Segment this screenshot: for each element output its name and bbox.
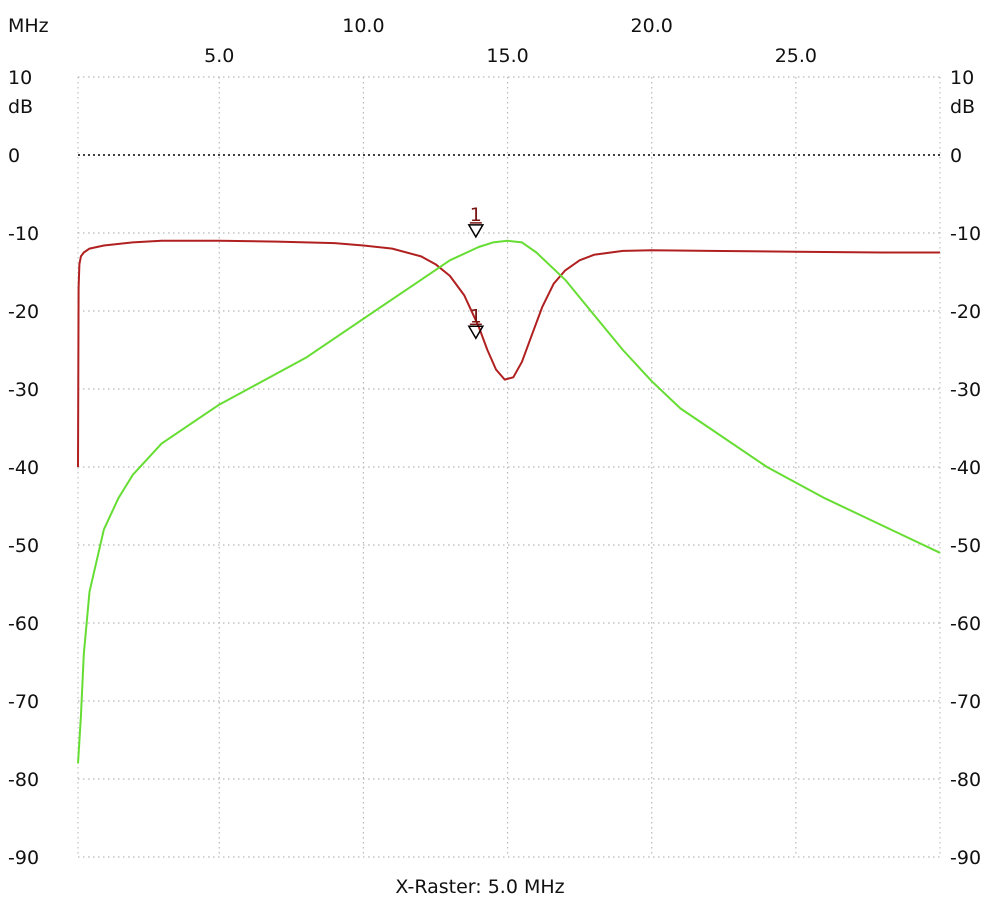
y-unit-label-right: dB xyxy=(950,96,975,118)
y-tick-label-right: -90 xyxy=(950,847,981,869)
y-tick-label-right: -60 xyxy=(950,613,981,635)
x-tick-label-lower: 25.0 xyxy=(775,45,817,67)
y-tick-label-left: -60 xyxy=(8,613,39,635)
y-tick-label-left: -70 xyxy=(8,691,39,713)
marker-1: 1 xyxy=(467,305,485,340)
y-tick-label-right: 0 xyxy=(950,145,962,167)
y-tick-label-left: -40 xyxy=(8,457,39,479)
y-tick-label-left: -30 xyxy=(8,379,39,401)
y-tick-label-left: -90 xyxy=(8,847,39,869)
marker-triangle xyxy=(467,224,485,239)
tick-labels: 10 10 0 0 -10 -10 -20 -20 -30 -30 -40 -40 -50 -50 -60 -… xyxy=(8,15,981,869)
marker-layer: 11 xyxy=(467,204,485,340)
x-tick-label-upper: 20.0 xyxy=(631,15,673,37)
x-tick-label-upper: 10.0 xyxy=(342,15,384,37)
series-line-1 xyxy=(77,239,940,468)
y-tick-label-right: -10 xyxy=(950,223,981,245)
x-tick-label-lower: 5.0 xyxy=(204,45,234,67)
y-tick-label-right: -20 xyxy=(950,301,981,323)
y-tick-label-right: -50 xyxy=(950,535,981,557)
y-tick-label-left: -50 xyxy=(8,535,39,557)
y-tick-label-left: -10 xyxy=(8,223,39,245)
y-tick-label-right: -80 xyxy=(950,769,981,791)
x-tick-label-lower: 15.0 xyxy=(486,45,528,67)
y-unit-label-left: dB xyxy=(8,96,33,118)
marker-label: 1 xyxy=(470,305,482,327)
x-raster-label: X-Raster: 5.0 MHz xyxy=(395,876,564,898)
marker-label: 1 xyxy=(470,204,482,226)
grid-layer xyxy=(77,76,941,858)
x-unit-label: MHz xyxy=(8,15,49,37)
y-tick-label-right: -70 xyxy=(950,691,981,713)
y-tick-label-right: -30 xyxy=(950,379,981,401)
y-tick-label-left: 0 xyxy=(8,145,20,167)
marker-2: 1 xyxy=(467,204,485,239)
series-line-2 xyxy=(77,239,941,764)
y-tick-label-left: -80 xyxy=(8,769,39,791)
y-tick-label-left: 10 xyxy=(8,67,32,89)
series-layer xyxy=(77,239,941,764)
y-tick-label-right: -40 xyxy=(950,457,981,479)
marker-triangle xyxy=(467,325,485,340)
y-tick-label-left: -20 xyxy=(8,301,39,323)
y-tick-label-right: 10 xyxy=(950,67,974,89)
